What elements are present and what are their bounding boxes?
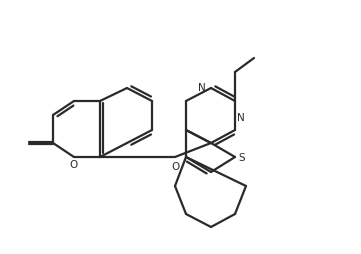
Text: N: N xyxy=(198,83,206,93)
Text: S: S xyxy=(238,153,245,163)
Text: O: O xyxy=(70,160,78,170)
Text: O: O xyxy=(171,162,179,172)
Text: N: N xyxy=(237,113,245,123)
